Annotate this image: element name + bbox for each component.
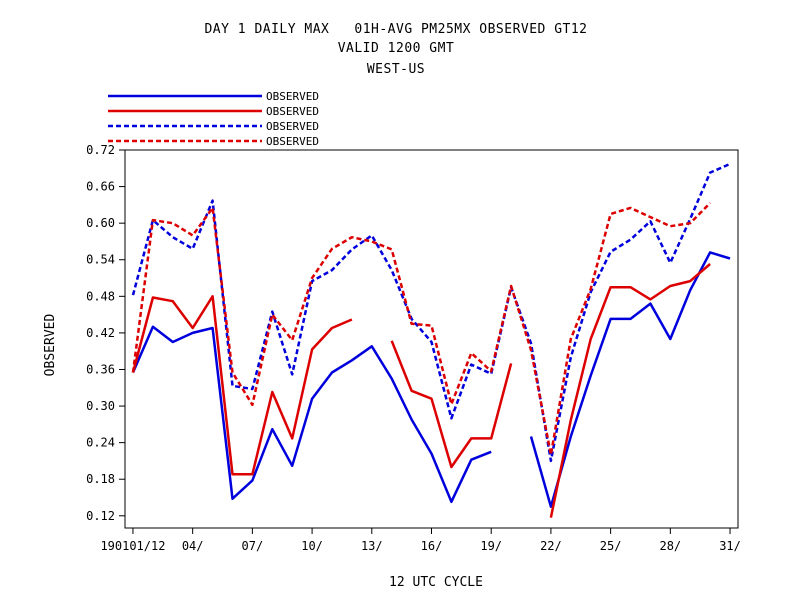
series-segment (131, 295, 353, 476)
y-tick-label: 0.24 (86, 436, 115, 450)
chart-title: DAY 1 DAILY MAX 01H-AVG PM25MX OBSERVED … (204, 22, 588, 37)
y-tick-label: 0.12 (86, 509, 115, 523)
y-tick-label: 0.72 (86, 143, 115, 157)
x-tick-label: 13/ (361, 539, 383, 553)
y-tick-label: 0.18 (86, 472, 115, 486)
series-group (131, 162, 731, 518)
y-tick-label: 0.30 (86, 399, 115, 413)
x-tick-label: 07/ (242, 539, 264, 553)
x-axis-label: 12 UTC CYCLE (389, 575, 483, 590)
legend-label: OBSERVED (266, 90, 319, 103)
x-tick-label: 25/ (600, 539, 622, 553)
y-tick-label: 0.54 (86, 253, 115, 267)
x-tick-label: 04/ (182, 539, 204, 553)
legend-label: OBSERVED (266, 135, 319, 148)
x-tick-label: 31/ (719, 539, 741, 553)
y-axis: 0.12 0.18 0.24 0.30 0.36 0.42 0.48 0.54 0.60 0.66… (86, 143, 125, 523)
x-tick-label: 190101/12 (100, 539, 165, 553)
x-axis: 190101/12 04/07/10/13/16/19/22/25/28/31/ (100, 528, 741, 553)
x-tick-label: 16/ (421, 539, 443, 553)
y-tick-label: 0.60 (86, 216, 115, 230)
x-tick-label: 22/ (540, 539, 562, 553)
series-3-line (131, 162, 731, 463)
series-segment (131, 325, 492, 504)
y-axis-label: OBSERVED (43, 314, 58, 377)
y-tick-label: 0.42 (86, 326, 115, 340)
y-tick-label: 0.48 (86, 289, 115, 303)
chart-region: WEST-US (366, 62, 426, 77)
legend-label: OBSERVED (266, 120, 319, 133)
y-tick-label: 0.66 (86, 180, 115, 194)
series-segment (131, 202, 711, 457)
x-tick-label: 10/ (301, 539, 323, 553)
chart-subtitle: VALID 1200 GMT (337, 41, 455, 56)
series-segment (390, 340, 513, 469)
x-tick-label: 19/ (480, 539, 502, 553)
series-2-line (131, 263, 711, 518)
y-tick-label: 0.36 (86, 362, 115, 376)
series-segment (529, 251, 731, 508)
series-1-line (131, 251, 731, 508)
series-segment (131, 162, 731, 463)
series-4-line (131, 202, 711, 457)
legend-label: OBSERVED (266, 105, 319, 118)
series-segment (549, 263, 711, 518)
x-tick-label: 28/ (659, 539, 681, 553)
legend: OBSERVED OBSERVED OBSERVED OBSERVED (108, 90, 319, 148)
